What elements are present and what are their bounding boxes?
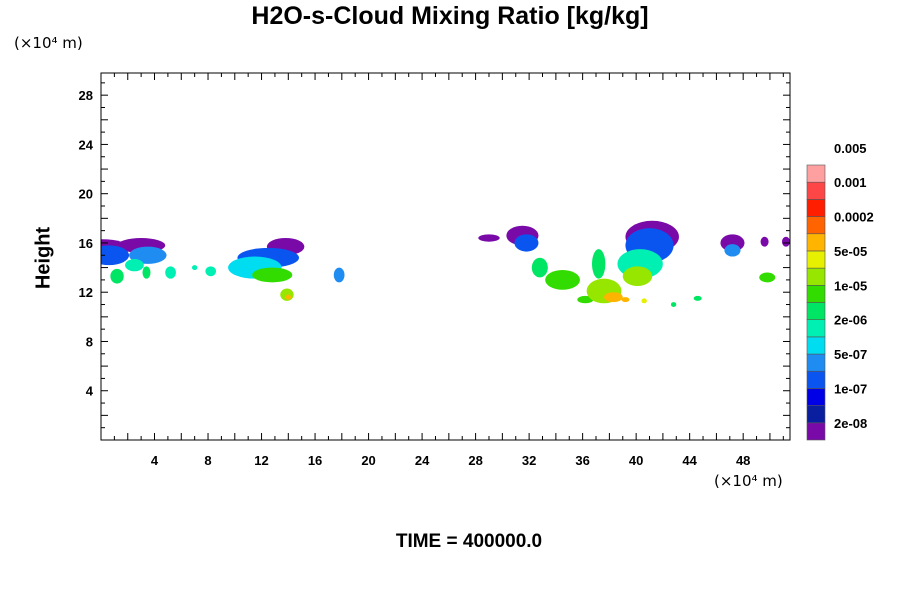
colorbar-label: 0.0002	[834, 210, 874, 225]
x-tick-label: 24	[415, 453, 430, 468]
cloud-region	[101, 245, 130, 266]
colorbar-swatch	[806, 250, 826, 269]
cloud-region	[110, 268, 124, 284]
cloud-region	[693, 295, 702, 301]
cloud-region	[641, 298, 647, 304]
y-tick-label: 24	[79, 137, 94, 152]
x-tick-label: 44	[682, 453, 697, 468]
colorbar-swatch	[806, 181, 826, 200]
cloud-region	[622, 266, 653, 287]
cloud-region	[781, 236, 790, 247]
colorbar-swatch	[806, 302, 826, 320]
cloud-region	[545, 270, 580, 290]
heatmap-regions	[101, 220, 790, 307]
colorbar-swatch	[806, 388, 826, 406]
cloud-region	[591, 249, 606, 279]
colorbar-swatch	[806, 199, 826, 217]
x-tick-label: 4	[151, 453, 159, 468]
colorbar-swatch	[806, 216, 826, 235]
x-tick-label: 8	[204, 453, 211, 468]
cloud-region	[759, 272, 776, 283]
cloud-region	[577, 295, 594, 304]
x-tick-label: 16	[308, 453, 322, 468]
x-tick-label: 20	[361, 453, 375, 468]
y-axis-unit: (×10⁴ m)	[14, 34, 83, 52]
x-tick-label: 12	[254, 453, 268, 468]
colorbar: 2e-08 1e-07 5e-07 2e-06 1e-05 5e-05 0.0002 0.00…	[806, 141, 874, 441]
colorbar-swatch	[806, 353, 826, 372]
colorbar-label: 2e-08	[834, 416, 867, 431]
colorbar-swatch	[806, 336, 826, 355]
cloud-region	[205, 266, 217, 277]
colorbar-swatch	[806, 319, 826, 338]
colorbar-label: 5e-07	[834, 347, 867, 362]
cloud-region	[760, 236, 769, 247]
colorbar-label: 5e-05	[834, 244, 867, 259]
colorbar-swatch	[806, 370, 826, 389]
x-tick-label: 48	[736, 453, 750, 468]
cloud-region	[333, 267, 345, 283]
cloud-region	[670, 302, 677, 307]
colorbar-label: 1e-07	[834, 381, 867, 396]
y-tick-label: 8	[86, 334, 93, 349]
y-tick-label: 28	[79, 88, 93, 103]
cloud-region	[531, 257, 548, 278]
colorbar-label: 1e-05	[834, 278, 867, 293]
colorbar-label: 0.001	[834, 175, 867, 190]
plot-frame	[100, 72, 791, 441]
cloud-region	[142, 266, 151, 279]
cloud-region	[604, 292, 623, 303]
colorbar-label: 0.005	[834, 141, 867, 156]
y-tick-label: 12	[79, 285, 93, 300]
cloud-region	[478, 234, 500, 242]
y-tick-label: 20	[79, 187, 93, 202]
colorbar-label: 2e-06	[834, 313, 867, 328]
chart-title: H2O-s-Cloud Mixing Ratio [kg/kg]	[251, 2, 649, 30]
colorbar-swatch	[806, 164, 826, 183]
cloud-region	[191, 265, 198, 271]
y-tick-label: 16	[79, 236, 93, 251]
cloud-region	[252, 267, 293, 283]
cloud-region	[621, 297, 630, 303]
colorbar-swatch	[806, 405, 826, 424]
x-tick-label: 36	[575, 453, 589, 468]
cloud-region	[724, 244, 741, 257]
cloud-region	[514, 234, 539, 252]
colorbar-swatch	[806, 422, 826, 441]
time-label: TIME = 400000.0	[395, 531, 543, 552]
y-tick-label: 4	[86, 384, 94, 399]
cloud-region	[125, 258, 144, 272]
x-tick-label: 32	[522, 453, 536, 468]
colorbar-swatch	[806, 233, 826, 252]
cloud-region	[285, 294, 291, 300]
x-tick-label: 28	[468, 453, 482, 468]
colorbar-swatch	[806, 267, 826, 286]
colorbar-swatch	[806, 285, 826, 303]
x-axis-unit: (×10⁴ m)	[714, 472, 783, 490]
x-tick-label: 40	[629, 453, 643, 468]
cloud-region	[165, 266, 176, 279]
